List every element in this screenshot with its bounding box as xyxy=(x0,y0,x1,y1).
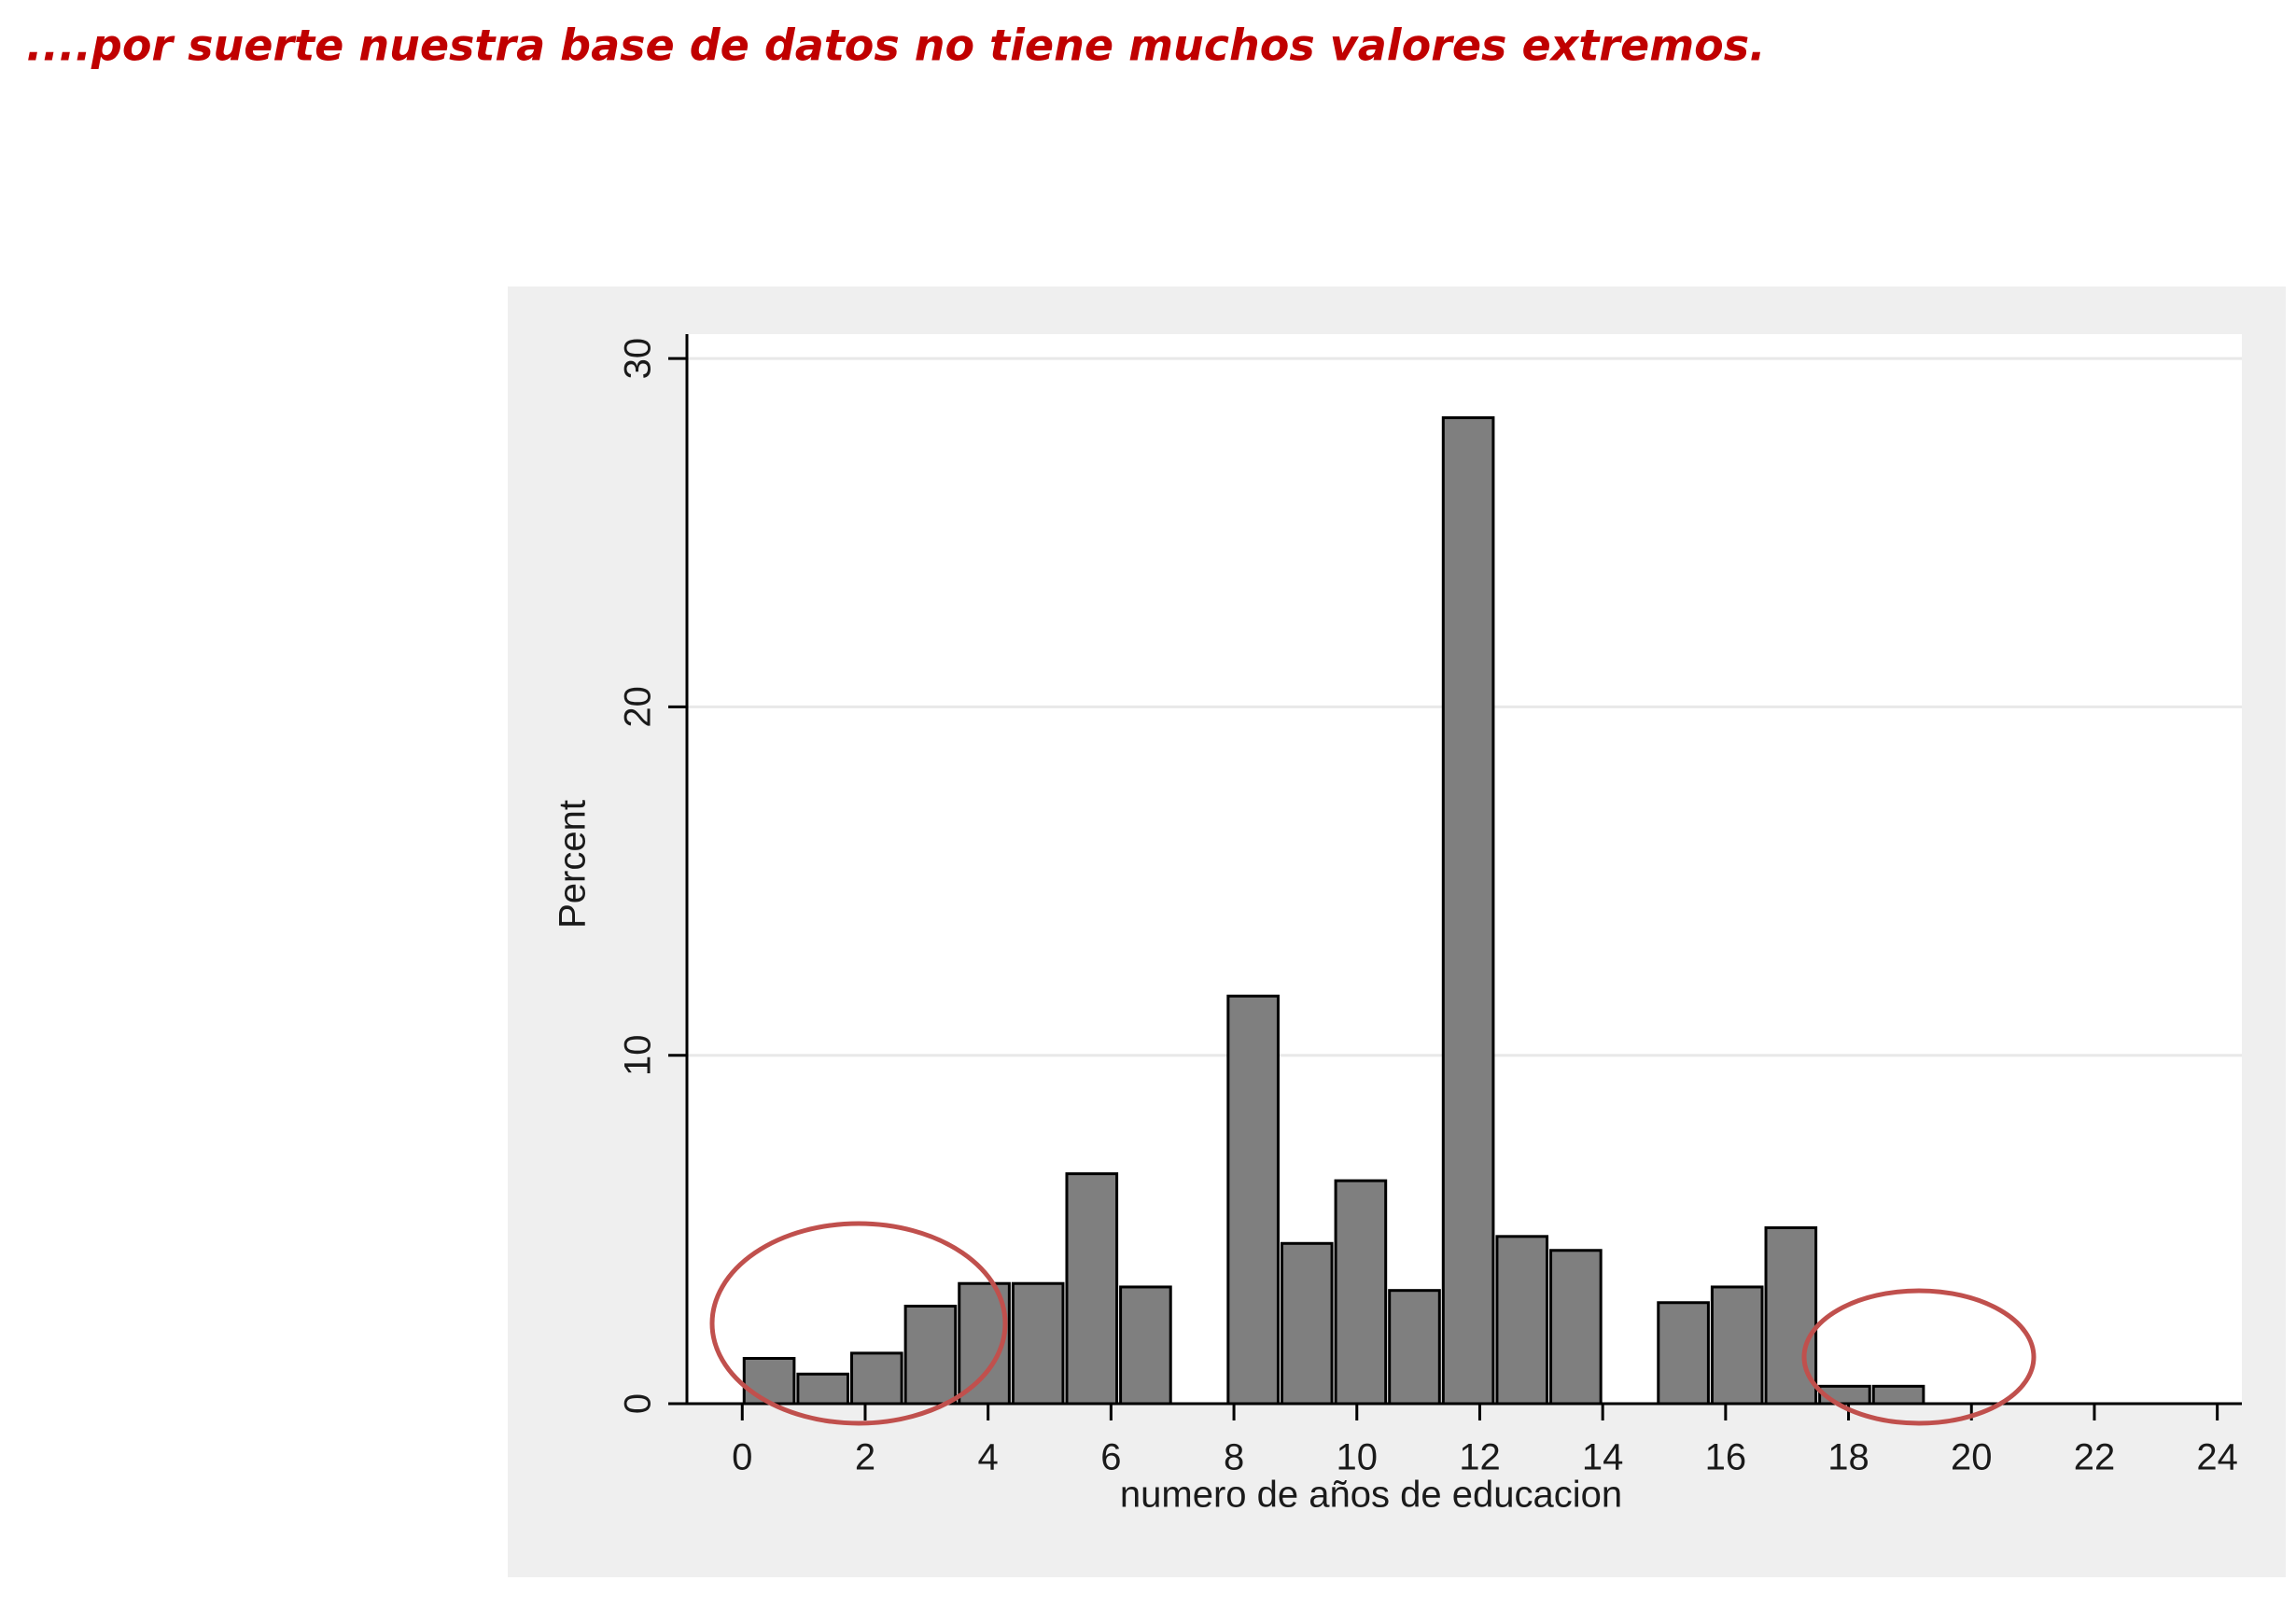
y-axis-title: Percent xyxy=(553,800,594,929)
x-tick-label: 16 xyxy=(1705,1437,1747,1478)
y-tick-label: 0 xyxy=(618,1393,659,1414)
bar xyxy=(1710,1285,1764,1406)
x-axis-title: numero de años de educacion xyxy=(1120,1475,1622,1516)
x-tick-label: 18 xyxy=(1827,1437,1869,1478)
bar xyxy=(1280,1241,1334,1406)
bar xyxy=(1388,1289,1441,1406)
highlight-circle xyxy=(709,1221,1008,1426)
bar xyxy=(1657,1301,1710,1406)
x-tick-label: 10 xyxy=(1337,1437,1379,1478)
bar xyxy=(1549,1249,1603,1406)
x-tick-label: 6 xyxy=(1100,1437,1121,1478)
x-tick-label: 12 xyxy=(1459,1437,1501,1478)
bar xyxy=(903,1304,958,1406)
bar xyxy=(1334,1179,1388,1406)
bar xyxy=(1441,416,1495,1406)
bar xyxy=(850,1351,903,1406)
highlight-circle xyxy=(1801,1288,2037,1426)
x-tick-label: 2 xyxy=(855,1437,875,1478)
y-tick-label: 20 xyxy=(618,686,659,728)
bar xyxy=(1119,1285,1172,1406)
x-tick-label: 14 xyxy=(1582,1437,1624,1478)
bar xyxy=(1495,1235,1549,1406)
bar xyxy=(796,1372,850,1406)
x-tick-label: 0 xyxy=(732,1437,752,1478)
x-tick-label: 20 xyxy=(1951,1437,1993,1478)
y-tick-label: 30 xyxy=(618,338,659,380)
bar xyxy=(742,1356,796,1406)
x-tick-label: 22 xyxy=(2074,1437,2116,1478)
x-tick-label: 8 xyxy=(1224,1437,1244,1478)
x-tick-label: 4 xyxy=(978,1437,999,1478)
x-tick-label: 24 xyxy=(2196,1437,2238,1478)
y-tick-label: 10 xyxy=(618,1034,659,1076)
bar xyxy=(1871,1384,1925,1406)
bar xyxy=(1226,994,1280,1406)
bar xyxy=(1065,1172,1119,1406)
bar xyxy=(1011,1281,1065,1406)
heading: ....por suerte nuestra base de datos no … xyxy=(26,21,1766,71)
